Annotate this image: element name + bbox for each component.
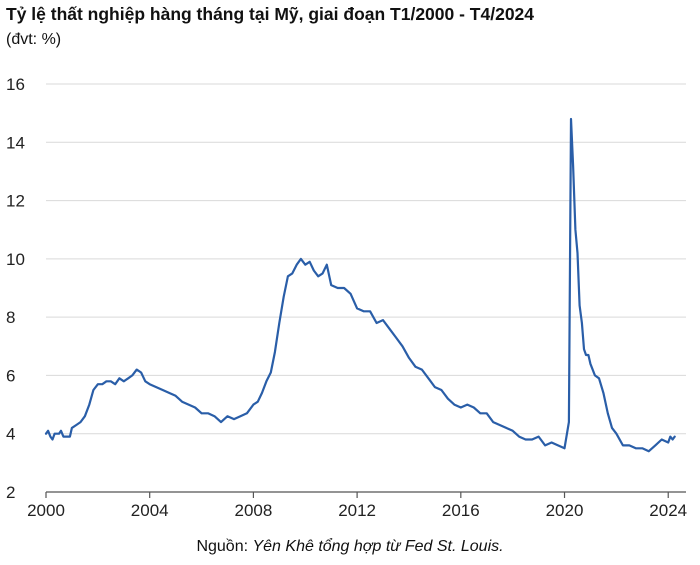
x-tick-label-2024: 2024: [649, 501, 687, 520]
x-tick-label-2020: 2020: [546, 501, 584, 520]
x-axis: 2000 2004 2008 2012 2016 2020 2024: [27, 491, 687, 520]
y-tick-label-4: 4: [6, 425, 15, 444]
x-tick-label-2008: 2008: [234, 501, 272, 520]
x-tick-label-2012: 2012: [338, 501, 376, 520]
y-tick-label-2: 2: [6, 483, 15, 502]
source-text: Yên Khê tổng hợp từ Fed St. Louis.: [252, 538, 504, 555]
y-axis-ticks: 2 4 6 8 10 12 14 16: [6, 75, 25, 502]
y-tick-label-8: 8: [6, 308, 15, 327]
series-line-0: [44, 117, 676, 453]
y-tick-label-14: 14: [6, 133, 25, 152]
chart-title: Tỷ lệ thất nghiệp hàng tháng tại Mỹ, gia…: [6, 4, 535, 24]
grid-lines: [46, 83, 686, 435]
series-group: [44, 117, 676, 453]
y-tick-label-6: 6: [6, 366, 15, 385]
source-prefix: Nguồn:: [196, 538, 253, 555]
x-tick-label-2000: 2000: [27, 501, 65, 520]
y-tick-label-12: 12: [6, 192, 25, 211]
y-tick-label-16: 16: [6, 75, 25, 94]
y-tick-label-10: 10: [6, 250, 25, 269]
x-tick-label-2004: 2004: [131, 501, 169, 520]
x-tick-label-2016: 2016: [442, 501, 480, 520]
chart-unit-label: (đvt: %): [6, 31, 62, 48]
source-note: Nguồn: Yên Khê tổng hợp từ Fed St. Louis…: [0, 538, 700, 556]
